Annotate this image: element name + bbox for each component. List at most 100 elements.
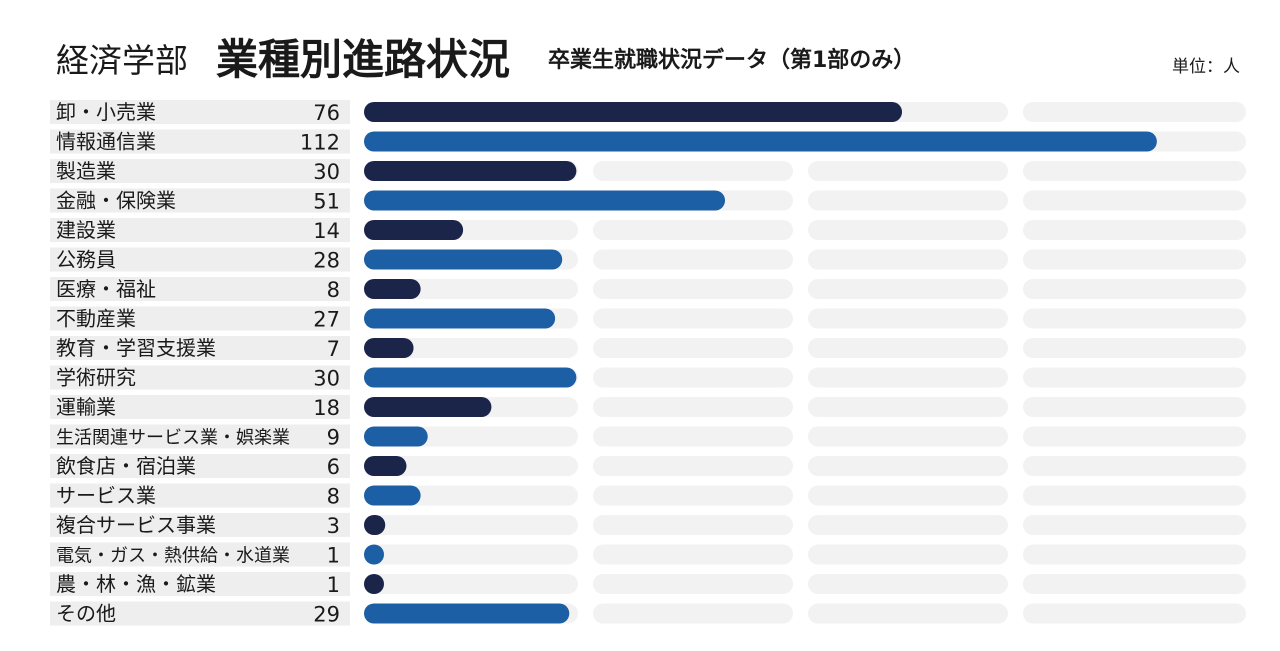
- bar-track-segment: [593, 544, 793, 565]
- bar: [364, 131, 1157, 152]
- category-label: 飲食店・宿泊業: [56, 454, 196, 478]
- bar: [364, 338, 414, 358]
- category-label-background: [50, 572, 350, 596]
- value-label: 18: [313, 396, 340, 420]
- category-label-background: [50, 277, 350, 301]
- bar-track-segment: [1023, 190, 1246, 211]
- bar-track-segment: [593, 456, 793, 476]
- value-label: 3: [327, 514, 340, 538]
- category-label: 卸・小売業: [56, 100, 156, 124]
- bar-track-segment: [808, 161, 1008, 181]
- value-label: 27: [313, 308, 340, 332]
- category-label-background: [50, 513, 350, 537]
- bar: [364, 574, 384, 594]
- category-label-background: [50, 100, 350, 124]
- bar-track-segment: [808, 397, 1008, 417]
- bar: [364, 102, 903, 122]
- bar-track-segment: [808, 220, 1008, 240]
- value-label: 8: [327, 278, 340, 302]
- bar: [364, 397, 492, 417]
- bar-track-segment: [1023, 308, 1246, 329]
- category-label: 複合サービス事業: [56, 513, 216, 537]
- chart-title: 業種別進路状況: [216, 35, 511, 84]
- bar-track-segment: [808, 456, 1008, 476]
- value-label: 14: [313, 219, 340, 243]
- category-label-background: [50, 454, 350, 478]
- bar-track-segment: [593, 308, 793, 329]
- bar-track-segment: [808, 515, 1008, 535]
- bar-track-segment: [593, 161, 793, 181]
- bar-track-segment: [593, 338, 793, 358]
- bar: [364, 367, 577, 388]
- category-label: 医療・福祉: [56, 277, 156, 301]
- bar-track-segment: [593, 279, 793, 299]
- value-label: 28: [313, 249, 340, 273]
- bar-track-segment: [364, 515, 578, 535]
- bar-track-segment: [808, 338, 1008, 358]
- value-label: 8: [327, 485, 340, 509]
- bar: [364, 249, 563, 270]
- bar-track-segment: [593, 397, 793, 417]
- bar-track-segment: [808, 279, 1008, 299]
- bar-track-segment: [364, 544, 578, 565]
- bar: [364, 220, 464, 240]
- category-label-background: [50, 218, 350, 242]
- bar: [364, 485, 421, 506]
- bar: [364, 161, 577, 181]
- bar-track-segment: [1023, 456, 1246, 476]
- category-label-background: [50, 188, 350, 213]
- category-label-background: [50, 306, 350, 331]
- category-label: 電気・ガス・熱供給・水道業: [56, 546, 290, 567]
- bar-track-segment: [808, 544, 1008, 565]
- bar-track-segment: [808, 603, 1008, 624]
- category-label-background: [50, 129, 350, 154]
- bar-track-segment: [593, 249, 793, 270]
- bar-track-segment: [593, 367, 793, 388]
- bar-track-segment: [808, 249, 1008, 270]
- bar-track-segment: [1023, 603, 1246, 624]
- category-label: 生活関連サービス業・娯楽業: [56, 428, 290, 449]
- bar-track-segment: [593, 485, 793, 506]
- bar-track-segment: [1023, 279, 1246, 299]
- category-label-background: [50, 542, 350, 567]
- unit-label: 単位：人: [1172, 57, 1240, 77]
- bar-track-segment: [808, 574, 1008, 594]
- category-label-background: [50, 483, 350, 508]
- category-label-background: [50, 247, 350, 272]
- category-label: 不動産業: [56, 307, 136, 331]
- bar-track-segment: [1023, 102, 1246, 122]
- bar-track-segment: [1023, 249, 1246, 270]
- chart-subtitle: 卒業生就職状況データ（第1部のみ）: [548, 48, 916, 73]
- bar-track-segment: [1023, 574, 1246, 594]
- category-label-background: [50, 424, 350, 449]
- value-label: 30: [313, 160, 340, 184]
- bar: [364, 515, 386, 535]
- bar-track-segment: [593, 515, 793, 535]
- value-label: 1: [327, 544, 340, 568]
- bar-track-segment: [1023, 426, 1246, 447]
- bar: [364, 190, 726, 211]
- bar-track-segment: [364, 338, 578, 358]
- category-label-background: [50, 365, 350, 390]
- value-label: 29: [313, 603, 340, 627]
- bar-track-segment: [1023, 485, 1246, 506]
- bar-track-segment: [1023, 397, 1246, 417]
- bar-track-segment: [1023, 515, 1246, 535]
- bar-track-segment: [808, 367, 1008, 388]
- bar-track-segment: [1023, 220, 1246, 240]
- category-label: 運輸業: [56, 395, 116, 419]
- bar-track-segment: [1023, 338, 1246, 358]
- value-label: 9: [327, 426, 340, 450]
- bar-track-segment: [808, 485, 1008, 506]
- department-name: 経済学部: [56, 41, 188, 80]
- category-label: 情報通信業: [56, 130, 156, 154]
- bar-track-segment: [1023, 161, 1246, 181]
- category-label: その他: [56, 602, 116, 626]
- category-label: 製造業: [56, 159, 116, 183]
- bar-track-segment: [1023, 367, 1246, 388]
- value-label: 76: [313, 101, 340, 125]
- bar: [364, 308, 556, 329]
- chart-header: 経済学部 業種別進路状況 卒業生就職状況データ（第1部のみ） 単位：人: [56, 26, 1246, 86]
- value-label: 51: [313, 190, 340, 214]
